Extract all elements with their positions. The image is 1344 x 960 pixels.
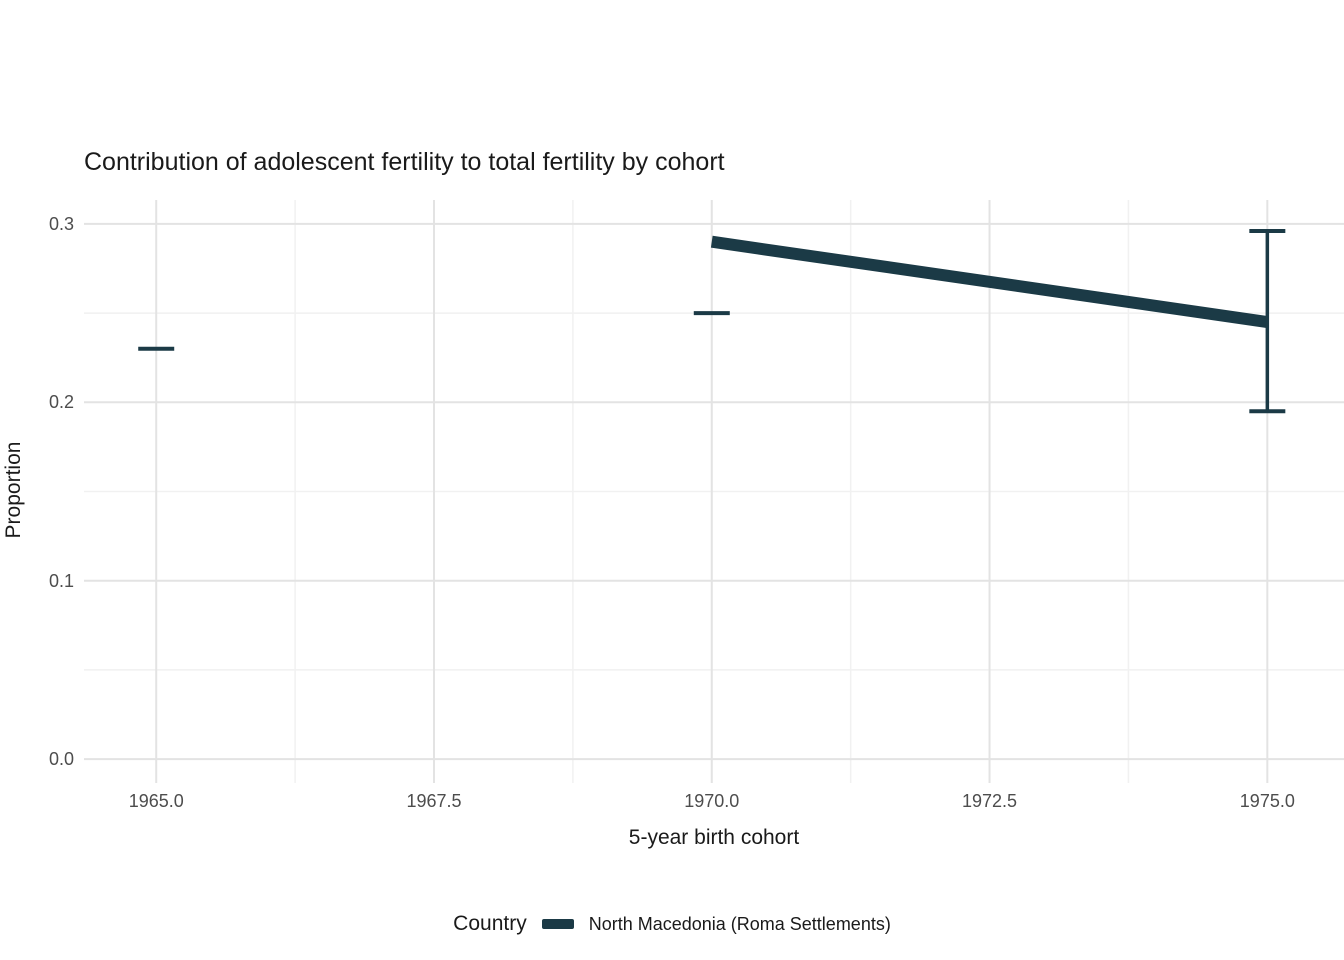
legend-title: Country — [453, 912, 527, 935]
y-tick-label: 0.1 — [48, 570, 74, 591]
legend-series-label: North Macedonia (Roma Settlements) — [588, 913, 891, 934]
x-tick-label: 1970.0 — [684, 791, 740, 811]
y-axis-title: Proportion — [2, 441, 25, 539]
x-tick-label: 1965.0 — [128, 791, 184, 811]
y-tick-label: 0.3 — [48, 213, 74, 234]
x-tick-label: 1972.5 — [962, 791, 1018, 811]
legend: Country North Macedonia (Roma Settlement… — [0, 903, 1344, 945]
x-axis-title: 5-year birth cohort — [628, 826, 800, 849]
chart-title: Contribution of adolescent fertility to … — [84, 148, 725, 176]
y-tick-label: 0.0 — [48, 749, 74, 770]
series-line — [710, 235, 1269, 328]
x-tick-label: 1967.5 — [406, 791, 462, 811]
y-tick-label: 0.2 — [48, 392, 74, 413]
legend-key-line — [541, 919, 574, 929]
x-tick-label: 1975.0 — [1239, 791, 1295, 811]
